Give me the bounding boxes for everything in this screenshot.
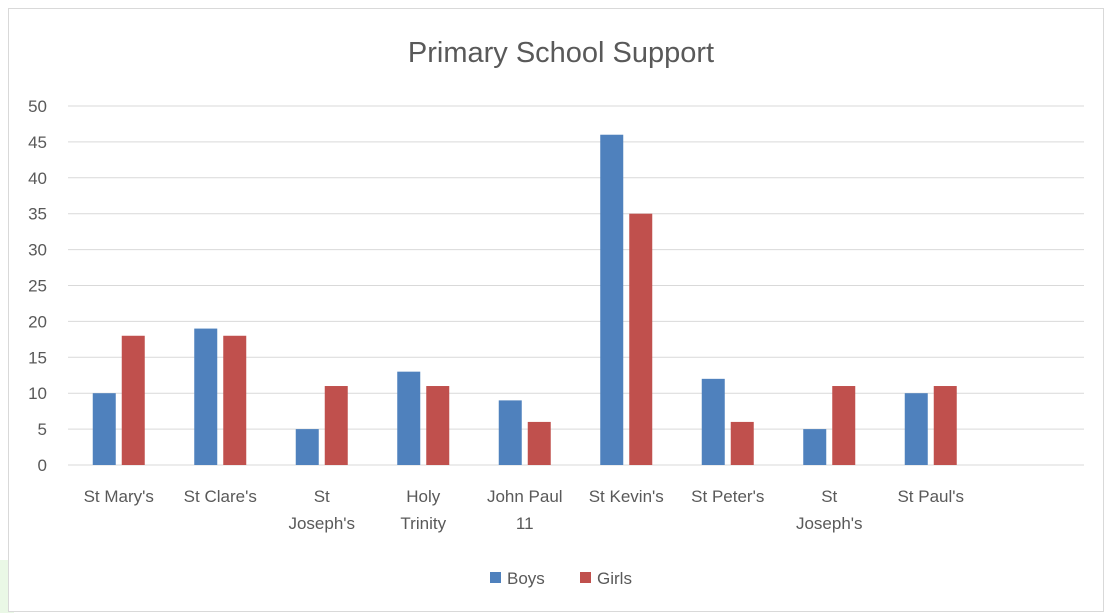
bar-girls — [426, 386, 450, 465]
legend: Boys Girls — [490, 569, 632, 588]
bar-girls — [832, 386, 856, 465]
bar-girls — [730, 421, 754, 465]
chart-frame — [8, 8, 1104, 612]
x-tick-label: St Paul's — [897, 487, 964, 506]
bar-girls — [223, 335, 247, 465]
x-tick-label: Holy — [406, 487, 441, 506]
legend-swatch-girls — [580, 572, 591, 583]
x-tick-label: St Clare's — [184, 487, 257, 506]
y-tick-label: 40 — [28, 169, 47, 188]
gridlines — [68, 105, 1084, 466]
bars — [92, 134, 957, 465]
y-tick-label: 10 — [28, 384, 47, 403]
y-tick-label: 25 — [28, 277, 47, 296]
bar-boys — [194, 328, 218, 465]
legend-label-girls: Girls — [597, 569, 632, 588]
bar-boys — [295, 429, 319, 465]
x-axis-tick-labels: St Mary's St Clare's St Joseph's Holy Trinity… — [84, 487, 964, 533]
bar-boys — [92, 393, 116, 465]
x-tick-label: Joseph's — [796, 514, 863, 533]
bar-boys — [701, 378, 725, 465]
legend-swatch-boys — [490, 572, 501, 583]
x-tick-label: Joseph's — [288, 514, 355, 533]
y-tick-label: 35 — [28, 205, 47, 224]
x-tick-label: St — [314, 487, 330, 506]
bar-boys — [397, 371, 421, 465]
y-tick-label: 0 — [38, 456, 47, 475]
x-tick-label: 11 — [516, 514, 534, 533]
y-tick-label: 50 — [28, 97, 47, 116]
y-tick-label: 15 — [28, 348, 47, 367]
bar-boys — [803, 429, 827, 465]
y-axis-tick-labels: 0 5 10 15 20 25 30 35 40 45 50 — [28, 97, 47, 475]
x-tick-label: St Kevin's — [589, 487, 664, 506]
y-tick-label: 30 — [28, 241, 47, 260]
x-tick-label: St Peter's — [691, 487, 764, 506]
y-tick-label: 20 — [28, 312, 47, 331]
legend-label-boys: Boys — [507, 569, 545, 588]
bar-boys — [904, 393, 928, 465]
bar-girls — [629, 213, 653, 465]
bar-girls — [324, 386, 348, 465]
x-tick-label: St Mary's — [84, 487, 154, 506]
bar-girls — [527, 421, 551, 465]
x-tick-label: St — [821, 487, 837, 506]
bar-boys — [600, 134, 624, 465]
x-tick-label: Trinity — [400, 514, 446, 533]
chart-title: Primary School Support — [408, 37, 714, 69]
bar-girls — [933, 386, 957, 465]
y-tick-label: 45 — [28, 133, 47, 152]
x-tick-label: John Paul — [487, 487, 563, 506]
y-tick-label: 5 — [38, 420, 47, 439]
bar-boys — [498, 400, 522, 465]
bar-girls — [121, 335, 145, 465]
